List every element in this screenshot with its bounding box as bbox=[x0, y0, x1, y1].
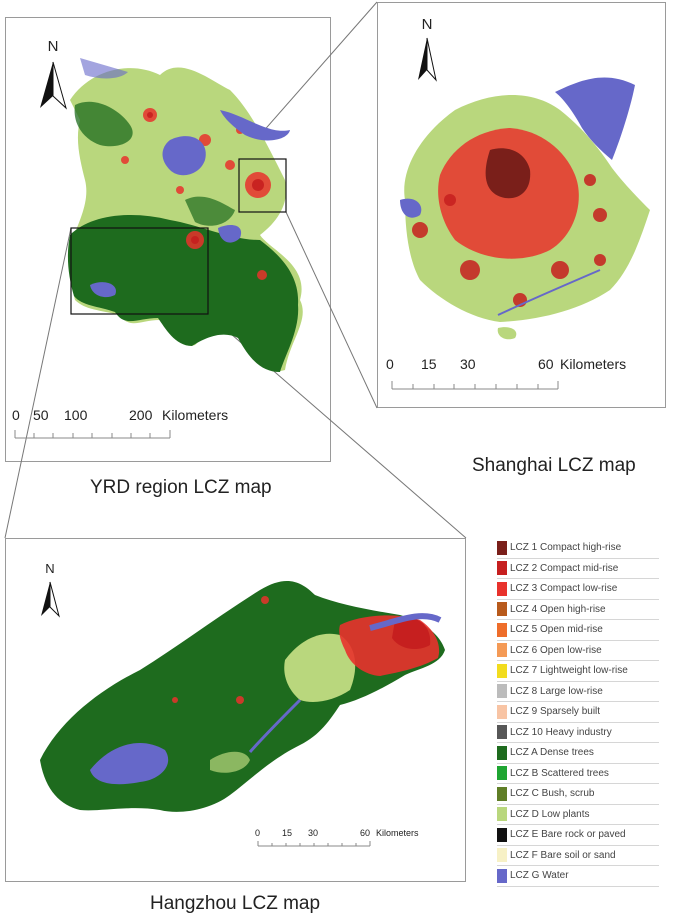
shanghai-north-arrow: N bbox=[416, 16, 438, 38]
hangzhou-scale-0: 0 bbox=[255, 828, 261, 838]
legend-label: LCZ B Scattered trees bbox=[510, 767, 609, 779]
legend-label: LCZ 2 Compact mid-rise bbox=[510, 562, 619, 574]
legend-label: LCZ A Dense trees bbox=[510, 747, 594, 759]
legend-label: LCZ D Low plants bbox=[510, 808, 590, 820]
legend-item: LCZ 4 Open high-rise bbox=[497, 600, 659, 620]
legend-label: LCZ 1 Compact high-rise bbox=[510, 542, 622, 554]
legend-swatch bbox=[497, 663, 507, 678]
hangzhou-north-arrow: N bbox=[40, 561, 60, 583]
legend-label: LCZ 7 Lightweight low-rise bbox=[510, 665, 628, 677]
yrd-scale-0: 0 bbox=[12, 407, 20, 423]
shanghai-map-caption: Shanghai LCZ map bbox=[472, 455, 636, 476]
yrd-scale-100: 100 bbox=[64, 407, 88, 423]
legend-item: LCZ C Bush, scrub bbox=[497, 784, 659, 805]
legend-swatch bbox=[497, 540, 507, 555]
legend-item: LCZ 3 Compact low-rise bbox=[497, 579, 659, 600]
legend-item: LCZ E Bare rock or paved bbox=[497, 825, 659, 846]
legend-item: LCZ A Dense trees bbox=[497, 743, 659, 764]
legend-swatch bbox=[497, 868, 507, 883]
legend-swatch bbox=[497, 827, 507, 842]
legend-label: LCZ 5 Open mid-rise bbox=[510, 624, 603, 636]
shanghai-scale-60: 60 bbox=[538, 356, 554, 372]
legend-label: LCZ G Water bbox=[510, 870, 569, 882]
legend-label: LCZ C Bush, scrub bbox=[510, 788, 595, 800]
yrd-scale-unit: Kilometers bbox=[162, 407, 229, 423]
legend-swatch bbox=[497, 643, 507, 658]
legend-swatch bbox=[497, 848, 507, 863]
legend-item: LCZ F Bare soil or sand bbox=[497, 846, 659, 866]
shanghai-scale-unit: Kilometers bbox=[560, 356, 627, 372]
legend-item: LCZ 7 Lightweight low-rise bbox=[497, 661, 659, 682]
legend-swatch bbox=[497, 704, 507, 719]
yrd-scale-50: 50 bbox=[33, 407, 49, 423]
legend-swatch bbox=[497, 725, 507, 740]
legend-item: LCZ 5 Open mid-rise bbox=[497, 620, 659, 641]
legend-swatch bbox=[497, 622, 507, 637]
yrd-north-arrow: N bbox=[40, 38, 66, 60]
legend-item: LCZ 8 Large low-rise bbox=[497, 682, 659, 702]
legend-label: LCZ 8 Large low-rise bbox=[510, 685, 603, 697]
legend-swatch bbox=[497, 786, 507, 801]
hangzhou-shape bbox=[40, 580, 445, 812]
legend-label: LCZ 4 Open high-rise bbox=[510, 603, 606, 615]
legend-label: LCZ 9 Sparsely built bbox=[510, 706, 601, 718]
shanghai-scale-0: 0 bbox=[386, 356, 394, 372]
hangzhou-inset-box bbox=[70, 227, 209, 315]
legend-swatch bbox=[497, 766, 507, 781]
legend-item: LCZ G Water bbox=[497, 866, 659, 887]
shanghai-shape bbox=[400, 77, 650, 340]
hangzhou-scale-15: 15 bbox=[282, 828, 293, 838]
north-label: N bbox=[47, 38, 59, 55]
north-label: N bbox=[421, 16, 433, 33]
hangzhou-map-caption: Hangzhou LCZ map bbox=[150, 893, 321, 914]
legend-item: LCZ 9 Sparsely built bbox=[497, 702, 659, 723]
legend-item: LCZ 10 Heavy industry bbox=[497, 723, 659, 743]
north-label: N bbox=[45, 561, 55, 576]
yrd-scale-200: 200 bbox=[129, 407, 153, 423]
legend-item: LCZ B Scattered trees bbox=[497, 764, 659, 784]
legend-item: LCZ 2 Compact mid-rise bbox=[497, 559, 659, 579]
legend-swatch bbox=[497, 581, 507, 596]
legend-label: LCZ 10 Heavy industry bbox=[510, 726, 612, 738]
legend-item: LCZ 6 Open low-rise bbox=[497, 641, 659, 661]
lcz-legend: LCZ 1 Compact high-rise LCZ 2 Compact mid… bbox=[497, 538, 659, 887]
legend-swatch bbox=[497, 602, 507, 617]
scale-bars bbox=[14, 381, 559, 847]
legend-item: LCZ 1 Compact high-rise bbox=[497, 538, 659, 559]
shanghai-inset-box bbox=[238, 158, 287, 213]
legend-swatch bbox=[497, 684, 507, 699]
legend-label: LCZ E Bare rock or paved bbox=[510, 829, 626, 841]
hangzhou-scale-30: 30 bbox=[308, 828, 319, 838]
legend-label: LCZ 3 Compact low-rise bbox=[510, 583, 618, 595]
legend-item: LCZ D Low plants bbox=[497, 805, 659, 825]
shanghai-scale-30: 30 bbox=[460, 356, 476, 372]
north-arrow-shapes bbox=[40, 37, 437, 618]
shanghai-scale-15: 15 bbox=[421, 356, 437, 372]
hangzhou-scale-60: 60 bbox=[360, 828, 371, 838]
legend-swatch bbox=[497, 807, 507, 822]
hangzhou-scale-unit: Kilometers bbox=[376, 828, 419, 838]
legend-swatch bbox=[497, 561, 507, 576]
legend-label: LCZ F Bare soil or sand bbox=[510, 849, 616, 861]
yrd-region-shape bbox=[67, 58, 303, 372]
yrd-map-caption: YRD region LCZ map bbox=[90, 477, 272, 498]
legend-label: LCZ 6 Open low-rise bbox=[510, 644, 602, 656]
legend-swatch bbox=[497, 745, 507, 760]
